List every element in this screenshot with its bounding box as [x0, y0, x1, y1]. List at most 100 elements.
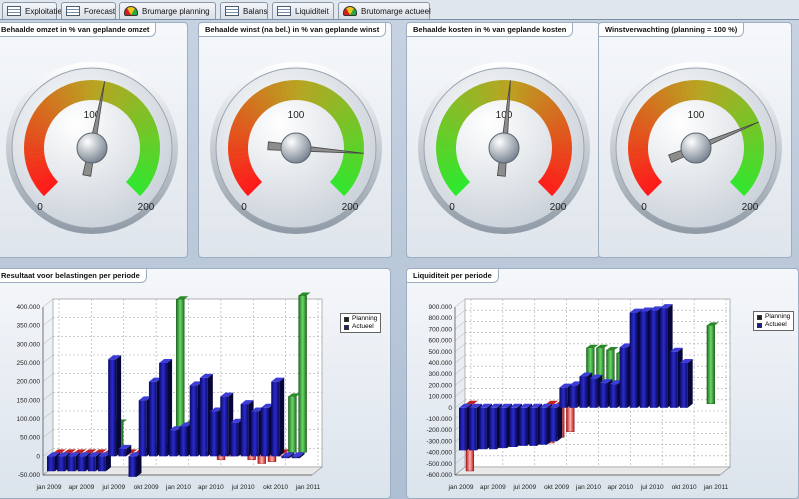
y-tick-label: -600.000 [426, 472, 452, 479]
tab-exploitatie[interactable]: Exploitatie [2, 2, 62, 19]
gauge-arc-segment [721, 90, 737, 110]
gauge-arc-segment [633, 116, 654, 130]
gauge-arc-segment [477, 83, 490, 104]
bar-top [546, 400, 559, 404]
gauge-hub [280, 132, 312, 164]
gauge-arc-segment [441, 116, 462, 130]
planning-bar [706, 322, 719, 405]
gauge-arc-segment [436, 151, 457, 159]
bar-front [639, 311, 648, 408]
gauge-min-label: 0 [641, 202, 647, 213]
bar-top [519, 403, 533, 408]
y-tick-label: 700.000 [429, 326, 453, 333]
y-tick-label: -200.000 [426, 427, 452, 434]
gauge-arc-segment [341, 159, 363, 170]
gauge-arc-segment [638, 107, 658, 123]
gauge-arc-segment [303, 80, 313, 102]
panel-title: Winstverwachting (planning = 100 %) [599, 23, 745, 37]
grid-line [454, 399, 466, 408]
actual-bar [679, 359, 693, 408]
chart-panel-resultaat: -50.000 0 50.000 100.000 150.000 200.000 250.0… [0, 268, 391, 499]
bar-front [230, 422, 239, 457]
gauge-arc-segment [52, 89, 68, 110]
bar-top [84, 449, 97, 453]
bar-side [299, 452, 305, 459]
y-tick-label: -300.000 [426, 438, 452, 445]
bar-front [261, 407, 269, 457]
bar-top [669, 347, 683, 352]
gauge-winstverwachting: 0 100 200 [610, 62, 782, 234]
gauge-arc-segment [732, 103, 752, 120]
bar-top [87, 452, 101, 457]
gauge-max-label: 200 [742, 202, 759, 213]
gauge-arc-segment [235, 112, 256, 127]
gauge-arc-segment [443, 112, 464, 127]
bar-top [489, 403, 502, 408]
gauge-arc-segment [228, 131, 250, 141]
gauge-arc-segment [464, 89, 480, 110]
gauge-arc-segment [299, 80, 307, 101]
gauge-arc-segment [280, 80, 289, 102]
gauge-arc-segment [736, 112, 757, 127]
gauge-arc-segment [542, 108, 563, 124]
gauge-max-label: 200 [550, 202, 567, 213]
gauge-arc-segment [285, 80, 293, 101]
gauge-arc-segment [329, 99, 348, 117]
tab-liquiditeit[interactable]: Liquiditeit [272, 2, 334, 19]
grid-line [42, 373, 54, 382]
y-tick-label: 500.000 [429, 349, 453, 356]
gauge-arc-segment [635, 169, 656, 184]
bar-front [47, 456, 55, 472]
y-tick-label: -400.000 [426, 450, 452, 457]
bar-top [47, 452, 60, 457]
bar-front [250, 411, 259, 457]
gauge-arc-segment [699, 80, 707, 101]
bar-front [179, 426, 188, 457]
bar-front [281, 456, 290, 459]
tab-balans[interactable]: Balans [220, 2, 268, 19]
bar-front [240, 404, 249, 457]
bar-front [669, 351, 678, 408]
gauge-mid-label: 100 [496, 110, 513, 121]
bar-top [176, 296, 189, 300]
gauge-arc-segment [332, 176, 352, 193]
gauge-arc-segment [443, 169, 464, 184]
bar-top [619, 343, 633, 348]
bar-top [261, 403, 274, 408]
y-tick-label: 150.000 [17, 397, 41, 404]
gauge-arc-segment [310, 83, 323, 104]
legend-item: Actueel [344, 323, 377, 331]
gauge-arc-segment [238, 107, 258, 123]
gauge-arc-segment [714, 85, 728, 106]
grid-line [454, 321, 466, 330]
gauge-arc-segment [742, 132, 764, 141]
legend-item: Planning [344, 315, 377, 323]
gauge-icon [343, 6, 357, 16]
bar-top [179, 422, 193, 427]
tab-brumarge-planning[interactable]: Brumarge planning [119, 2, 216, 19]
tab-brutomarge-actueel[interactable]: Brutomarge actueel [338, 2, 431, 19]
gauge-arc-segment [644, 99, 663, 117]
gauge-arc-segment [24, 137, 45, 145]
tab-forecast[interactable]: Forecast [61, 2, 116, 19]
gauge-arc-segment [703, 80, 713, 102]
tab-bar: Exploitatie Forecast Brumarge planning B… [0, 0, 799, 20]
gauge-arc-segment [130, 108, 151, 124]
gauge-arc-segment [544, 112, 565, 127]
x-tick-label: jan 2011 [703, 484, 729, 491]
bar-top [97, 452, 111, 457]
gauge-arc-segment [34, 107, 54, 123]
bar-front [499, 407, 507, 449]
x-tick-label: okt 2009 [544, 484, 569, 491]
table-icon [225, 6, 239, 16]
gauge-arc-segment [327, 96, 345, 115]
bar-front [529, 407, 538, 446]
gauge-arc-segment [647, 96, 665, 115]
gauge-arc-segment [24, 151, 45, 159]
gauge-arc-segment [550, 132, 572, 141]
gauge-arc-segment [290, 80, 297, 101]
gauge-arc-segment [629, 126, 651, 137]
gauge-arc-segment [269, 83, 282, 104]
gauge-arc-segment [551, 137, 572, 145]
gauge-arc-segment [233, 166, 254, 179]
